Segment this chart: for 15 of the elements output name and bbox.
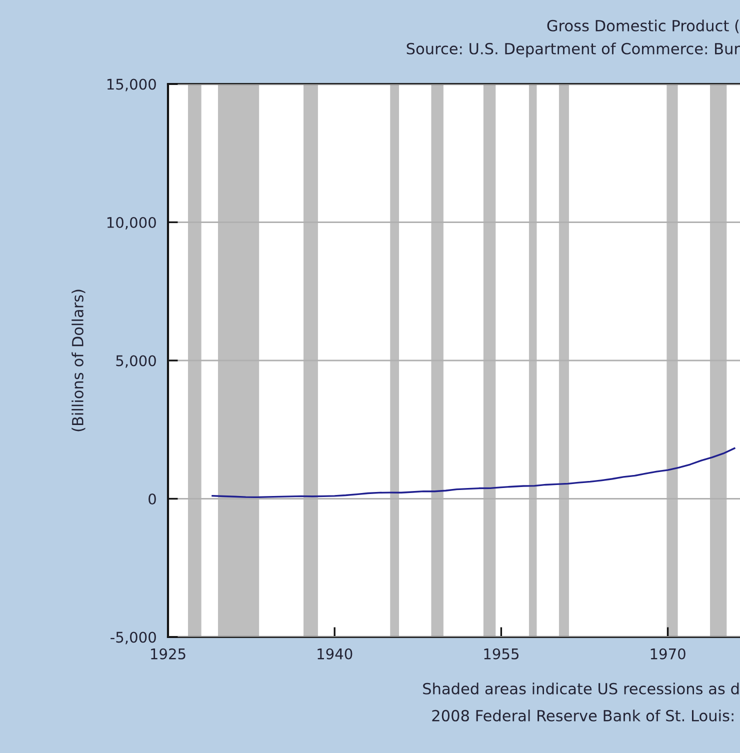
y-tick-label: -5,000 <box>110 632 156 644</box>
chart-subtitle: Source: U.S. Department of Commerce: Bur <box>406 42 740 58</box>
text: Shaded areas indicate US recessions as d <box>423 682 739 694</box>
text: 2008 Federal Reserve Bank of St. Louis: <box>432 710 734 722</box>
y-tick-label: 0 <box>148 493 156 504</box>
y-tick-label: 5,000 <box>116 355 156 368</box>
x-tick-label: 1970 <box>650 648 686 660</box>
line-series <box>212 447 736 498</box>
chart-title: Gross Domestic Product ( <box>547 20 739 34</box>
y-axis-title: (Billions of Dollars) <box>72 290 86 432</box>
x-tick-label: 1925 <box>151 648 186 660</box>
y-tick-label: 10,000 <box>107 216 156 230</box>
x-tick-label: 1940 <box>318 648 352 660</box>
y-tick-label: 15,000 <box>107 78 156 92</box>
x-tick-label: 1955 <box>484 648 518 660</box>
